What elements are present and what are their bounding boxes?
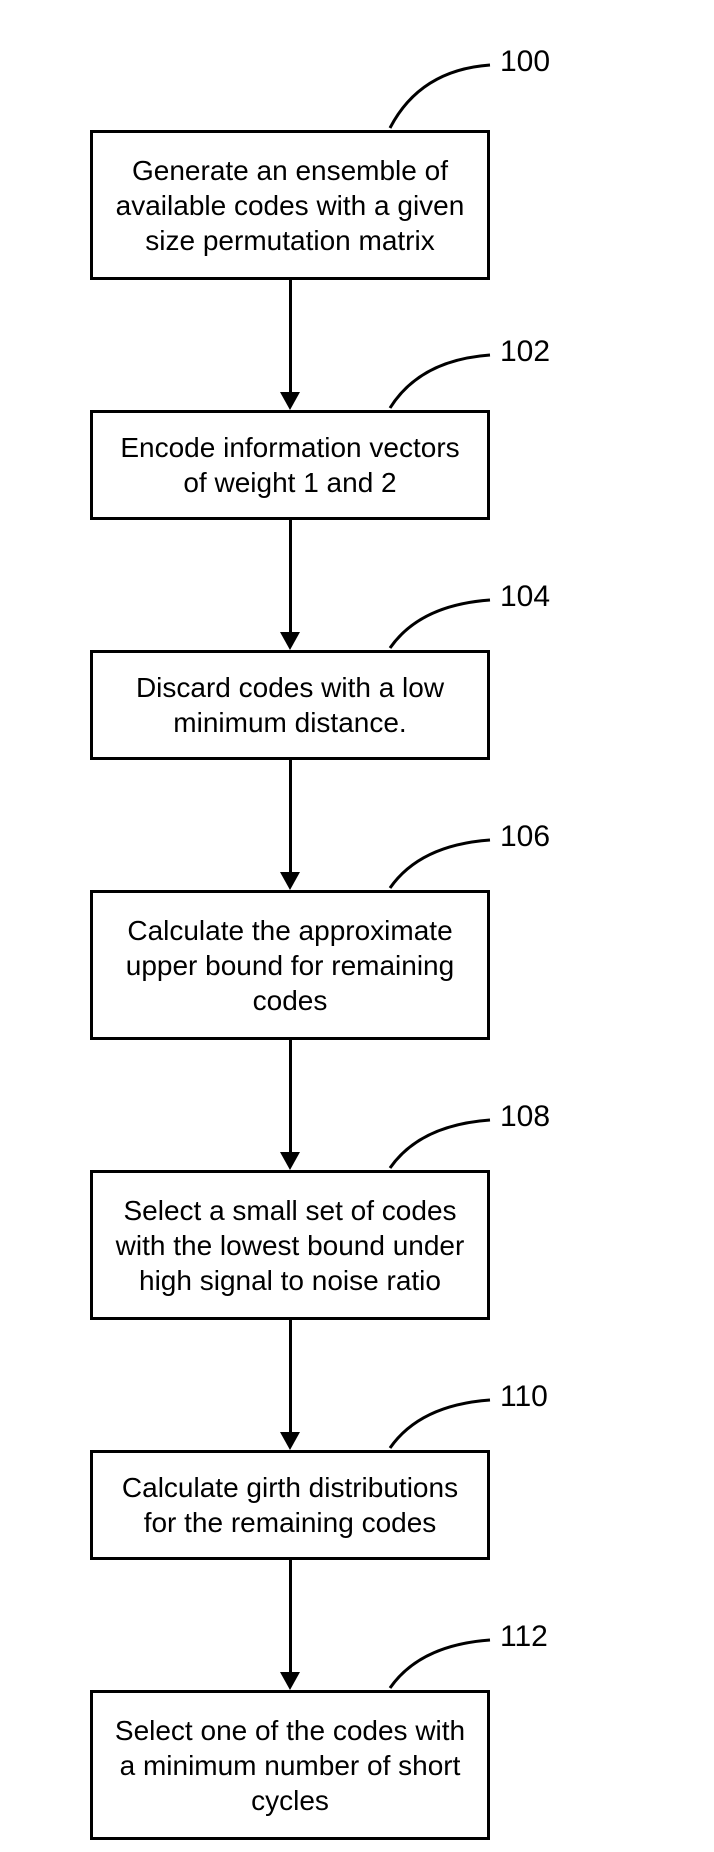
flowchart-canvas: Generate an ensemble of available codes …	[0, 0, 714, 1852]
reference-leader-icon	[0, 0, 714, 1852]
